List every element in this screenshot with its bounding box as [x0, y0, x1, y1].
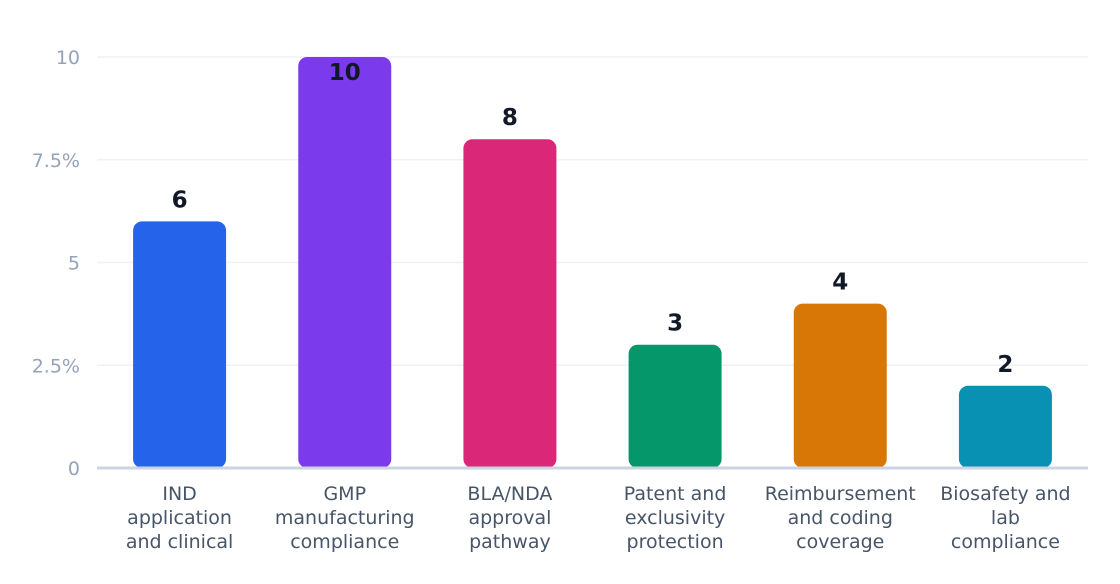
category-label-line: and clinical	[126, 531, 233, 553]
y-tick-label: 0	[68, 458, 80, 480]
category-label: BLA/NDA approval pathway	[467, 483, 552, 553]
category-label: Reimbursement and coding coverage	[765, 483, 916, 553]
category-label: Patent and exclusivity protection	[624, 483, 727, 553]
gridlines	[97, 56, 1088, 366]
bar	[463, 139, 557, 468]
y-tick-label: 7.5%	[32, 150, 80, 172]
category-label: IND application and clinical	[126, 483, 233, 553]
category-label: GMP manufacturing compliance	[275, 483, 415, 553]
category-label-line: manufacturing	[275, 507, 415, 529]
category-label-line: IND	[162, 483, 196, 505]
data-label: 3	[667, 311, 683, 337]
category-label-line: application	[127, 507, 232, 529]
category-label-line: exclusivity	[625, 507, 725, 529]
bars	[133, 57, 1052, 468]
data-labels: 6 10 8 3 4 2	[172, 60, 1014, 378]
category-label-line: Biosafety and	[940, 483, 1070, 505]
category-label-line: compliance	[951, 531, 1060, 553]
category-label-line: coverage	[796, 531, 884, 553]
y-axis-tick-labels: 0 2.5% 5 7.5% 10	[32, 47, 80, 480]
category-label: Biosafety and lab compliance	[940, 483, 1070, 553]
y-tick-label: 10	[56, 47, 80, 69]
category-label-line: Patent and	[624, 483, 727, 505]
data-label: 10	[329, 60, 361, 86]
category-label-line: compliance	[290, 531, 399, 553]
category-label-line: Reimbursement	[765, 483, 916, 505]
category-label-line: pathway	[469, 531, 551, 553]
data-label: 2	[997, 352, 1013, 378]
data-label: 8	[502, 105, 518, 131]
category-label-line: and coding	[788, 507, 893, 529]
x-axis-category-labels: IND application and clinical GMP manufacturi…	[126, 483, 1071, 553]
category-label-line: approval	[468, 507, 551, 529]
bar	[958, 385, 1052, 468]
category-label-line: protection	[627, 531, 724, 553]
bar	[793, 303, 887, 468]
data-label: 4	[832, 270, 848, 296]
bar	[133, 221, 227, 468]
category-label-line: BLA/NDA	[467, 483, 552, 505]
y-tick-label: 5	[68, 253, 80, 275]
bar	[628, 344, 722, 468]
category-label-line: lab	[991, 507, 1020, 529]
data-label: 6	[172, 187, 188, 213]
y-tick-label: 2.5%	[32, 355, 80, 377]
bar	[298, 57, 392, 468]
category-label-line: GMP	[323, 483, 366, 505]
